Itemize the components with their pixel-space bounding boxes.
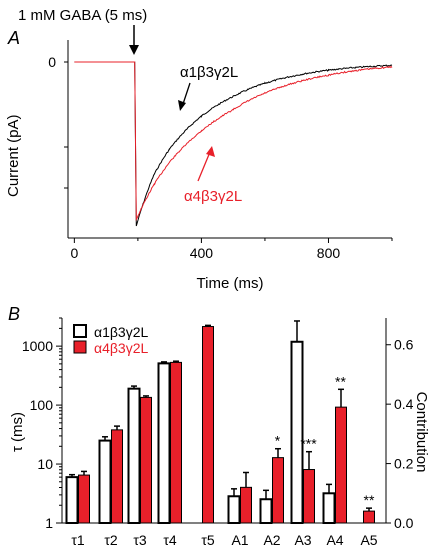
bar-A3-a1	[290, 340, 304, 525]
panel-a-xlabel: Time (ms)	[197, 275, 264, 292]
panel-b-x-tick-label: τ1	[71, 532, 85, 548]
panel-a-x-tick-label: 400	[190, 245, 214, 261]
bar-τ3-a1	[127, 387, 141, 524]
panel-b: B 1 10 100 1000 0.0 0.2 0.4 0.6 τ1 τ2 τ3 τ4 τ5 A1 A2 A3…	[8, 304, 430, 548]
panel-b-x-tick-label: τ5	[201, 532, 215, 548]
series-label-a4-arrow	[197, 146, 215, 182]
bar-τ2-a1	[98, 439, 112, 524]
legend-swatch-a4	[73, 340, 87, 354]
panel-b-ylabel-left: τ (ms)	[9, 412, 26, 452]
panel-a-ylabel: Current (pA)	[5, 114, 22, 197]
panel-b-right-tick-label: 0.0	[394, 515, 414, 531]
panel-a-letter: A	[7, 28, 20, 48]
bar-A1-a1	[227, 495, 241, 524]
significance-marker: *	[275, 433, 281, 449]
panel-b-x-tick-label: A1	[231, 532, 248, 548]
bar-τ4-a1	[157, 362, 171, 524]
panel-a-y-tick-label: 0	[48, 54, 56, 70]
bar-τ4-a4	[170, 361, 182, 524]
panel-b-letter: B	[8, 304, 20, 324]
panel-b-x-tick-label: τ2	[104, 532, 118, 548]
bar-τ2-a4	[111, 429, 123, 524]
panel-a-x-tick-label: 800	[317, 245, 341, 261]
series-label-a4: α4β3γ2L	[184, 188, 242, 205]
panel-b-x-tick-label: τ3	[133, 532, 147, 548]
panel-b-right-tick-label: 0.2	[394, 456, 414, 472]
panel-b-plot-area: 1 10 100 1000 0.0 0.2 0.4 0.6 τ1 τ2 τ3 τ4 τ5 A1 A2 A3 A4…	[22, 317, 414, 548]
bar-A2-a4	[272, 457, 284, 524]
series-label-a1-arrow	[178, 82, 191, 111]
panel-b-x-tick-label: τ4	[163, 532, 177, 548]
legend-swatch-a1	[73, 324, 87, 338]
trace-a4b3g2l	[74, 61, 393, 222]
bar-A5-a4	[363, 510, 375, 524]
legend-label-a4: α4β3γ2L	[94, 340, 149, 356]
panel-b-x-tick-label: A3	[294, 532, 311, 548]
panel-b-right-tick-label: 0.6	[394, 337, 414, 353]
bar-A2-a1	[259, 498, 273, 524]
bar-A4-a1	[322, 492, 336, 524]
panel-a-x-tick-label: 0	[70, 245, 78, 261]
panel-b-x-tick-label: A4	[326, 532, 343, 548]
bar-A3-a4	[303, 469, 315, 524]
significance-marker: **	[335, 373, 346, 389]
bar-τ1-a4	[78, 474, 90, 524]
panel-b-left-tick-label: 10	[37, 456, 53, 472]
bar-A1-a4	[240, 486, 252, 524]
panel-a: A 1 mM GABA (5 ms) 0 400 800 0 Current (pA)…	[5, 7, 393, 292]
panel-b-left-tick-label: 1	[45, 515, 53, 531]
panel-b-ylabel-right: Contribution	[413, 392, 430, 473]
legend-label-a1: α1β3γ2L	[94, 324, 149, 340]
series-label-a1: α1β3γ2L	[180, 64, 238, 81]
bar-τ3-a4	[140, 396, 152, 524]
panel-b-left-tick-label: 1000	[22, 338, 53, 354]
stimulus-arrow	[129, 25, 139, 55]
panel-a-plot-area: 0 400 800 0	[48, 40, 393, 261]
bar-τ5-a4	[202, 326, 214, 524]
panel-b-right-tick-label: 0.4	[394, 396, 414, 412]
panel-b-x-tick-label: A5	[360, 532, 377, 548]
significance-marker: **	[364, 492, 375, 508]
bar-A4-a4	[335, 406, 347, 524]
bar-τ1-a1	[65, 476, 79, 524]
panel-b-legend: α1β3γ2L α4β3γ2L	[73, 324, 149, 356]
panel-b-x-tick-label: A2	[263, 532, 280, 548]
stimulus-label: 1 mM GABA (5 ms)	[18, 7, 147, 24]
significance-marker: ***	[300, 436, 317, 452]
panel-b-left-tick-label: 100	[30, 397, 54, 413]
